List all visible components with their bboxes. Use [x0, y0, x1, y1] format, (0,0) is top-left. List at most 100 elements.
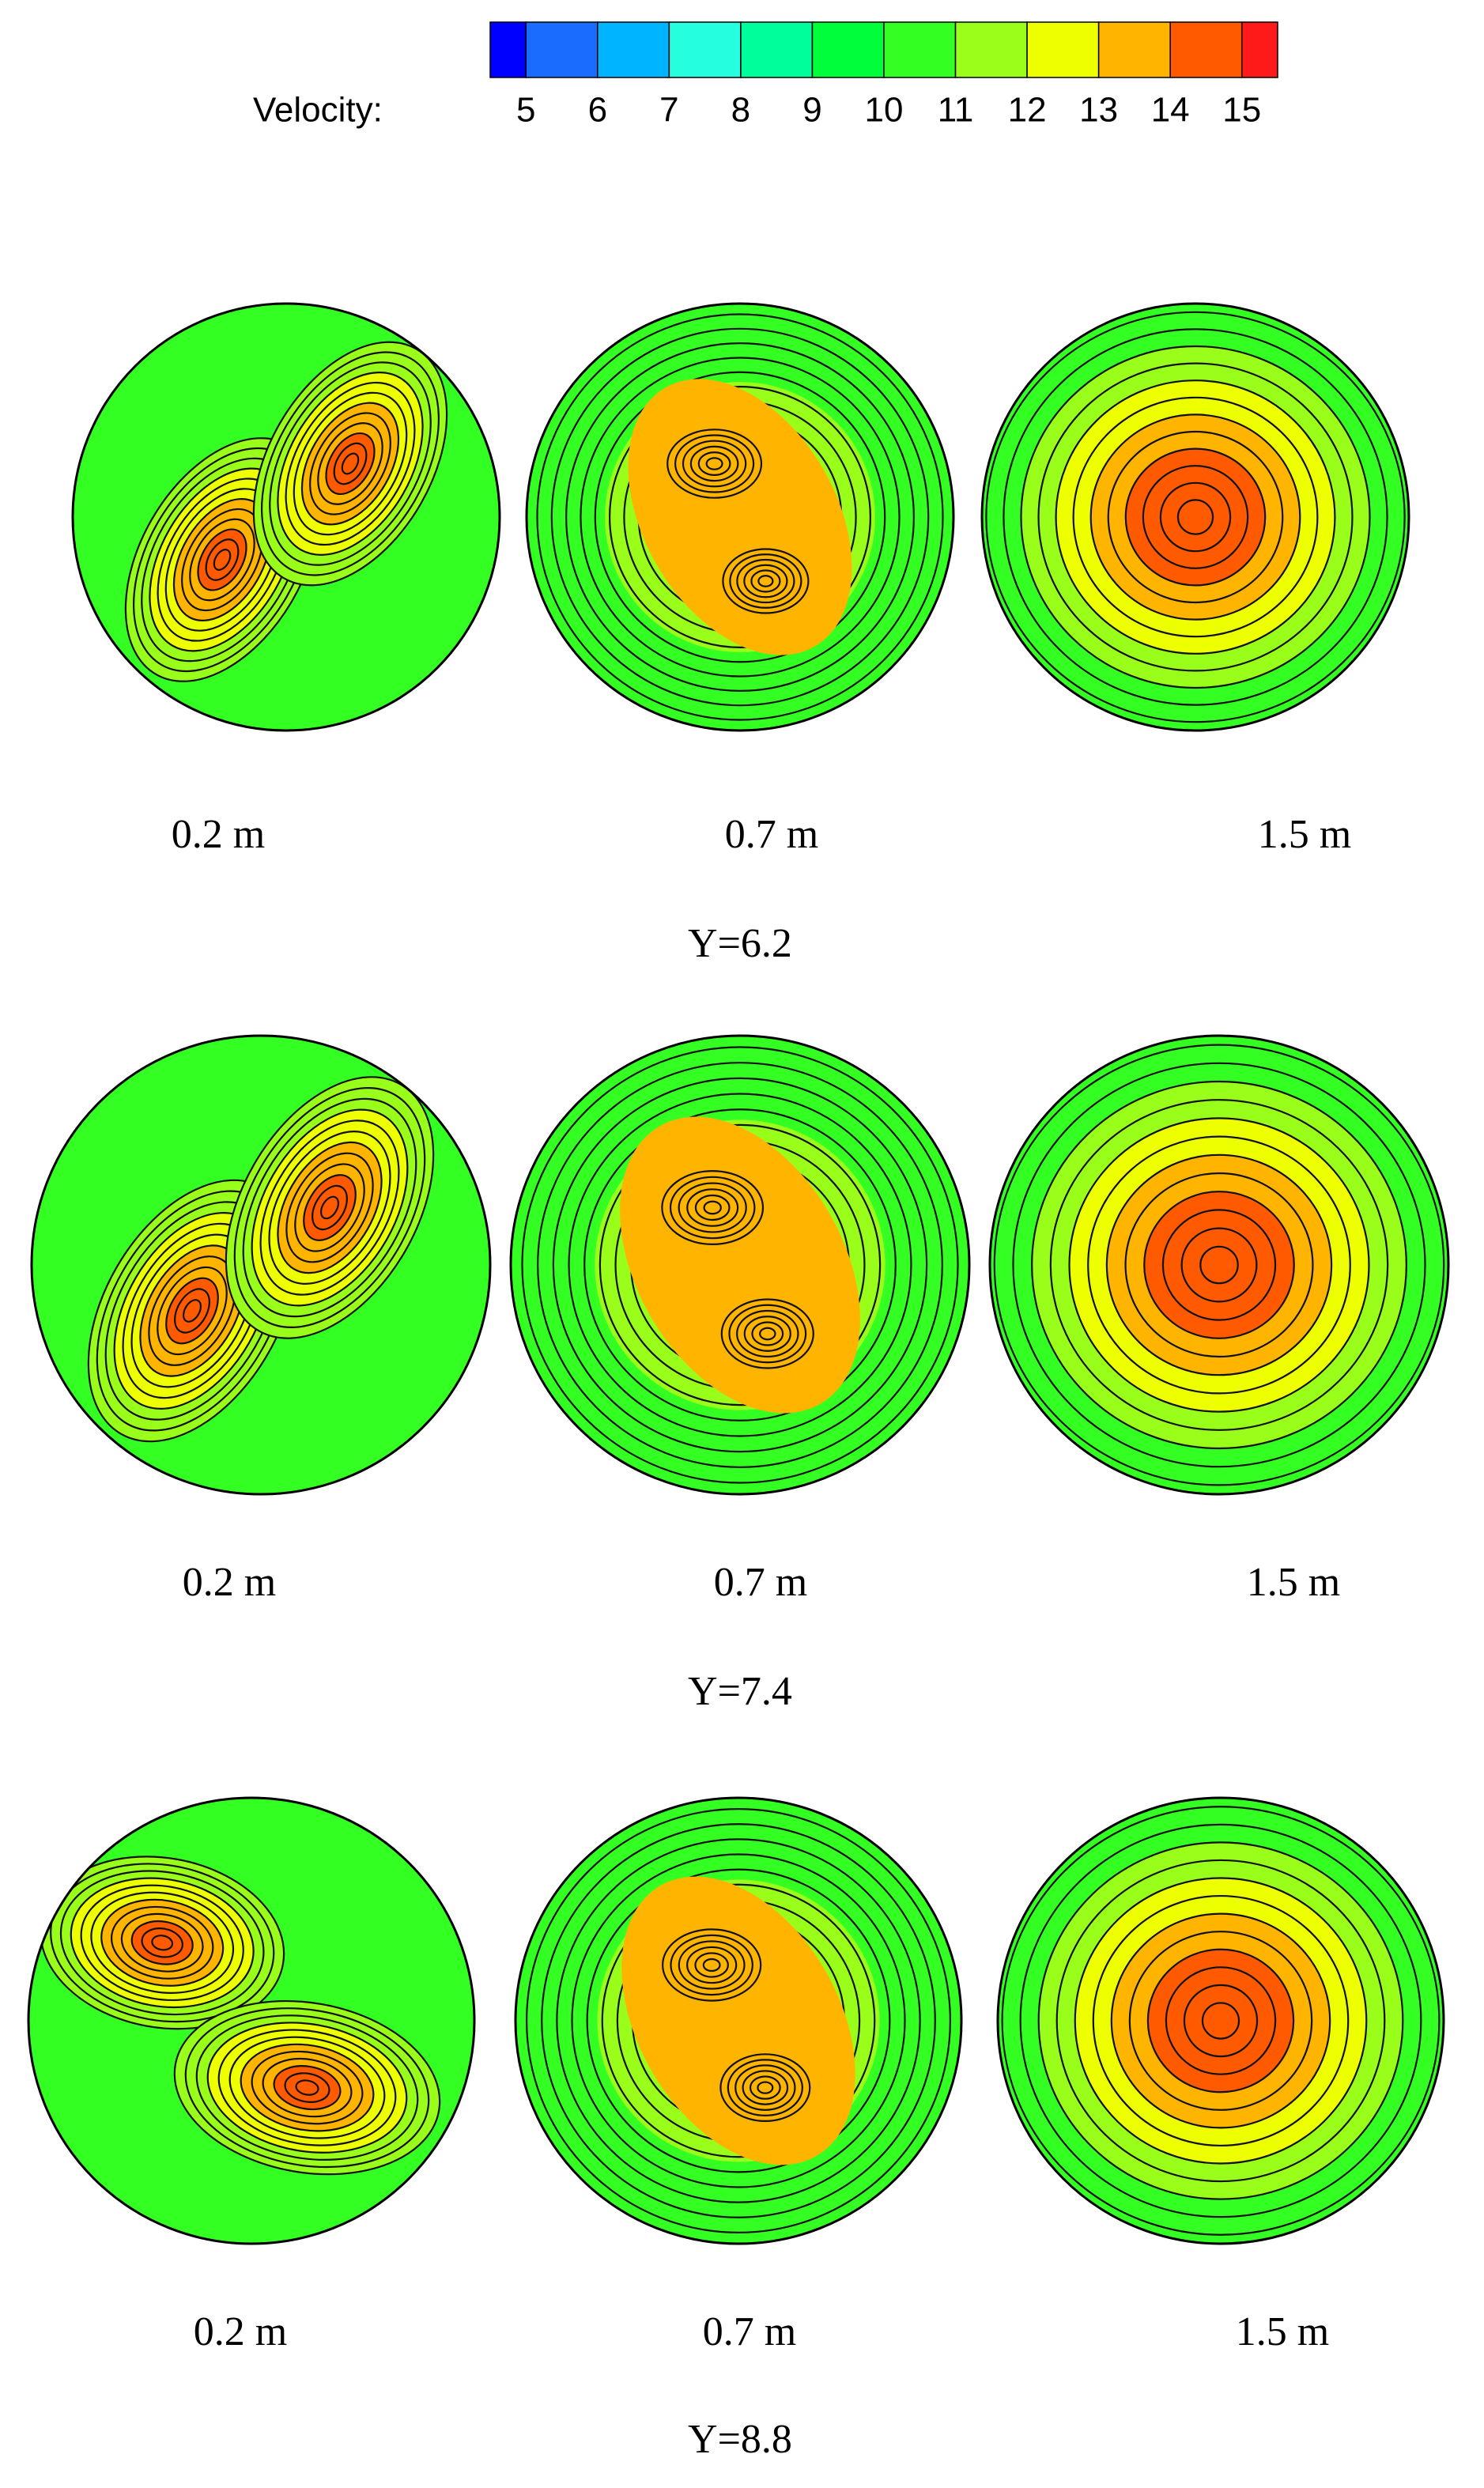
panel-label: 1.5 m [1258, 812, 1351, 857]
flow-panel [990, 1036, 1448, 1494]
streamline [1107, 430, 1284, 604]
streamline [728, 1304, 807, 1364]
streamline [1020, 345, 1371, 689]
streamline [993, 1044, 1445, 1486]
streamline [1087, 1135, 1351, 1395]
contour-region [663, 1929, 761, 2001]
colorbar-swatch [1026, 21, 1100, 78]
streamline [583, 1108, 897, 1421]
streamline [1089, 413, 1301, 621]
panel-outline [988, 1034, 1450, 1496]
streamline [722, 548, 810, 614]
streamline [757, 2081, 774, 2094]
streamline [550, 327, 930, 707]
streamline [609, 386, 871, 648]
streamline [720, 1298, 814, 1369]
panel-label: 0.7 m [714, 1560, 807, 1605]
streamline [294, 1163, 365, 1252]
colorbar-tick-label: 7 [659, 91, 678, 130]
streamline [599, 1123, 882, 1406]
streamline [184, 2007, 430, 2169]
panel-label: 0.2 m [183, 1560, 276, 1605]
streamline [80, 1884, 244, 2002]
streamline [1143, 1191, 1295, 1339]
streamline [1124, 447, 1267, 587]
colorbar-swatch [954, 21, 1028, 78]
panel-label: 0.7 m [725, 812, 818, 857]
colorbar-tick-label: 8 [731, 91, 750, 130]
streamline [151, 1935, 174, 1951]
streamline [317, 422, 383, 505]
colorbar-tick-label: 5 [516, 91, 535, 130]
colorbar-label: Velocity: [253, 91, 383, 130]
contour-region [723, 549, 809, 614]
streamline [757, 575, 774, 587]
streamline [228, 2036, 386, 2139]
panel-outline [996, 1796, 1445, 2245]
streamline [705, 457, 723, 470]
contour-region [198, 529, 247, 591]
streamline [120, 1912, 204, 1973]
streamline [284, 2072, 330, 2103]
contour-region [326, 433, 375, 494]
streamline [682, 440, 747, 488]
streamline [268, 1131, 391, 1285]
flow-panel [32, 1036, 490, 1494]
streamline [661, 1169, 765, 1245]
streamline [130, 1920, 194, 1965]
colorbar-tick-label: 13 [1079, 91, 1118, 130]
flow-panel [73, 304, 500, 731]
streamline [536, 313, 944, 721]
contour-region [720, 2054, 810, 2121]
streamline [293, 391, 408, 536]
streamline [586, 1868, 891, 2173]
streamline [742, 2070, 789, 2105]
streamline [1161, 1209, 1277, 1321]
panel-outline [71, 302, 501, 732]
streamline [1183, 1984, 1259, 2058]
colorbar-swatch [668, 21, 742, 78]
contour-region [662, 1171, 763, 1244]
contour-region [667, 429, 761, 498]
streamline [59, 1870, 265, 2016]
streamline [689, 445, 739, 482]
streamline [571, 1853, 906, 2188]
streamline [1128, 1931, 1313, 2111]
streamline [1159, 481, 1232, 553]
panel-outline [30, 1034, 492, 1496]
colorbar-swatch [489, 21, 527, 78]
streamline [670, 1934, 753, 1996]
streamline [751, 1321, 784, 1346]
streamline [309, 412, 391, 515]
row-title: Y=8.8 [688, 2417, 792, 2462]
colorbar-swatch [1240, 21, 1278, 78]
streamline [189, 518, 255, 602]
streamline [1199, 1245, 1239, 1285]
streamline [702, 1958, 721, 1973]
streamline [182, 1299, 202, 1323]
streamline [686, 1188, 739, 1227]
colorbar-tick-label: 15 [1222, 91, 1261, 130]
streamline [269, 361, 432, 566]
streamline [285, 1152, 374, 1263]
streamline [240, 2043, 375, 2132]
streamline [594, 371, 886, 663]
panel-outline [514, 1796, 963, 2245]
streamline [1180, 1227, 1258, 1303]
streamline [727, 2059, 803, 2116]
streamline [580, 357, 901, 678]
streamline [157, 1266, 228, 1356]
streamline [333, 442, 368, 485]
streamline [181, 508, 263, 612]
panel-outline [980, 302, 1410, 732]
colorbar-swatch [597, 21, 670, 78]
panel-outline [525, 302, 955, 732]
contour-region [1181, 1228, 1257, 1302]
streamline [197, 528, 247, 591]
streamline [669, 1176, 756, 1240]
streamline [678, 1940, 746, 1990]
streamline [261, 351, 440, 576]
panel-label: 0.2 m [172, 812, 265, 857]
streamline [100, 1898, 225, 1987]
streamline [242, 1097, 417, 1318]
